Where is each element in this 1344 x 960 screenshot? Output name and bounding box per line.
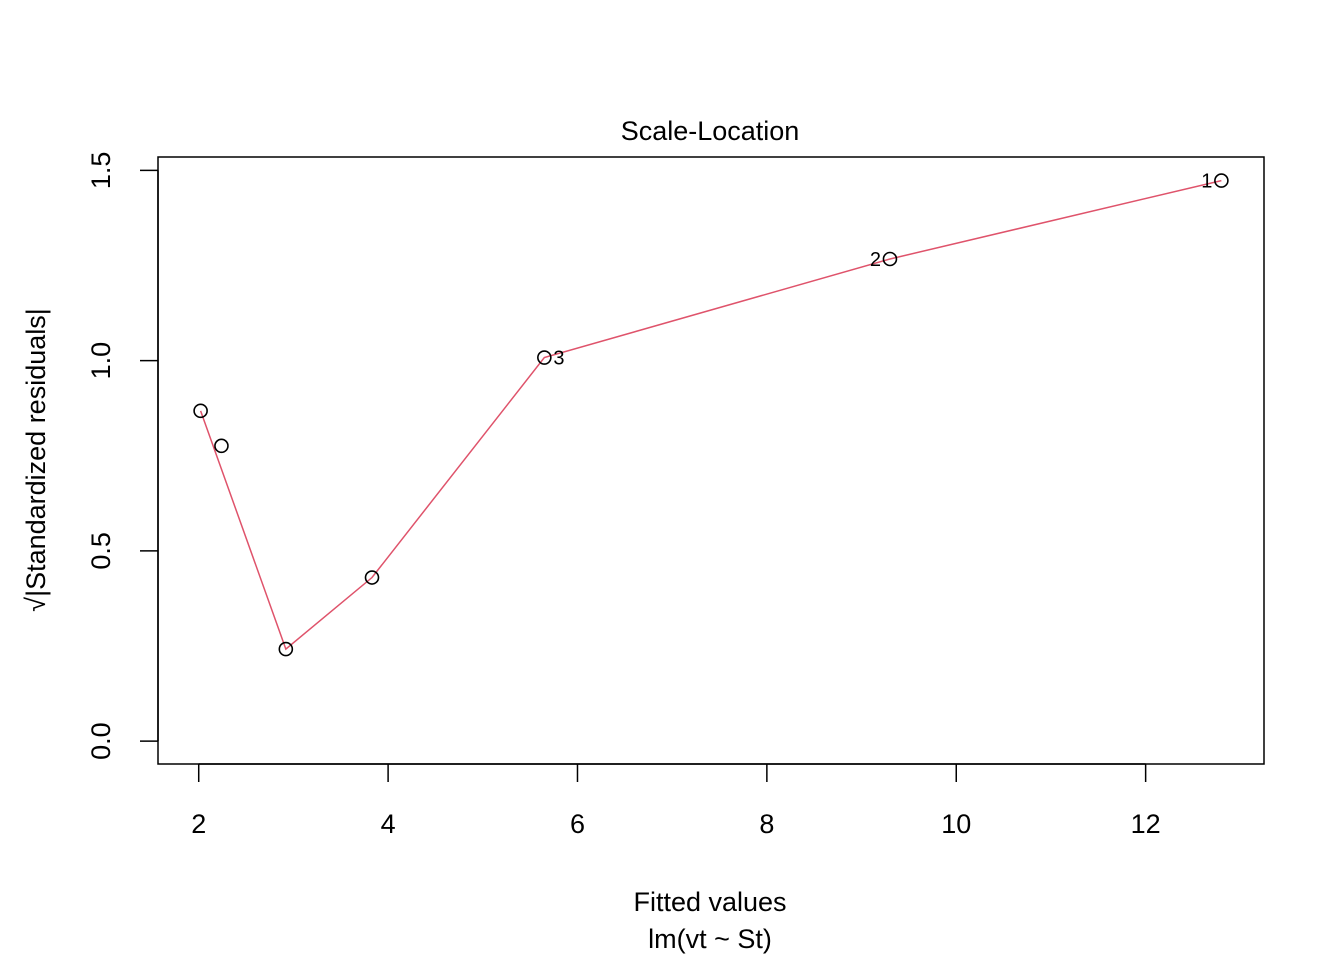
data-point [214,438,229,454]
x-tick-label: 10 [941,809,971,839]
x-tick-label: 4 [381,809,396,839]
model-formula-label: lm(vt ~ St) [648,924,772,954]
x-tick-label: 2 [191,809,206,839]
y-tick-label: 0.0 [86,722,116,760]
x-tick-label: 6 [570,809,585,839]
smoother-line [199,179,1222,651]
point-label: 1 [1201,171,1212,193]
data-point [193,403,208,419]
y-tick-label: 1.5 [86,152,116,190]
y-axis-label: √|Standardized residuals| [21,308,51,612]
plot-frame [157,156,1265,765]
x-tick-label: 8 [759,809,774,839]
y-tick-label: 0.5 [86,532,116,570]
x-tick-label: 12 [1131,809,1161,839]
point-label: 2 [870,249,881,271]
x-axis: 2 4 6 8 10 12 [191,763,1161,839]
data-points: 1 2 3 [193,171,1229,657]
data-point [364,570,380,585]
chart-title: Scale-Location [621,116,800,146]
y-axis: 0.0 0.5 1.0 1.5 [86,152,159,760]
data-point [537,350,552,365]
data-point [1214,173,1229,188]
data-point [882,251,898,267]
point-label: 3 [553,348,564,370]
x-axis-label: Fitted values [633,887,786,917]
data-point [278,641,294,657]
y-tick-label: 1.0 [86,342,116,380]
